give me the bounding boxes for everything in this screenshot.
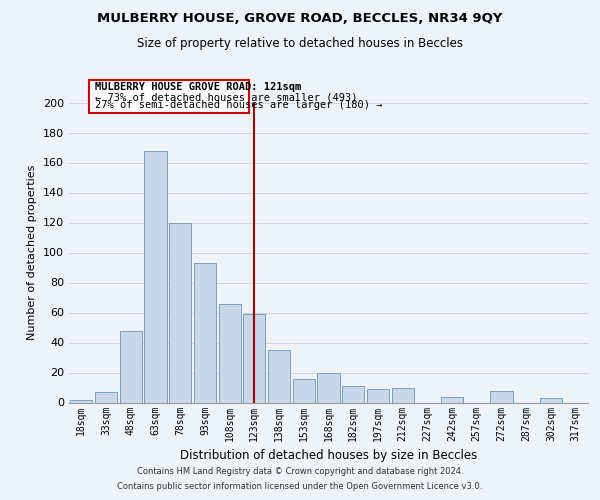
Bar [119, 330, 142, 402]
Bar [342, 386, 364, 402]
Bar [70, 400, 92, 402]
Bar [367, 389, 389, 402]
Bar [392, 388, 414, 402]
Bar [293, 378, 315, 402]
Y-axis label: Number of detached properties: Number of detached properties [28, 165, 37, 340]
Bar [169, 222, 191, 402]
Bar [194, 263, 216, 402]
Text: Size of property relative to detached houses in Beccles: Size of property relative to detached ho… [137, 38, 463, 51]
Bar [540, 398, 562, 402]
Bar [490, 390, 512, 402]
Bar [268, 350, 290, 403]
Text: 27% of semi-detached houses are larger (180) →: 27% of semi-detached houses are larger (… [95, 100, 382, 110]
Bar [243, 314, 265, 402]
Text: Contains public sector information licensed under the Open Government Licence v3: Contains public sector information licen… [118, 482, 482, 491]
Bar [441, 396, 463, 402]
Bar [218, 304, 241, 402]
Text: Contains HM Land Registry data © Crown copyright and database right 2024.: Contains HM Land Registry data © Crown c… [137, 467, 463, 476]
Text: ← 73% of detached houses are smaller (493): ← 73% of detached houses are smaller (49… [95, 92, 358, 102]
Text: MULBERRY HOUSE, GROVE ROAD, BECCLES, NR34 9QY: MULBERRY HOUSE, GROVE ROAD, BECCLES, NR3… [97, 12, 503, 26]
FancyBboxPatch shape [89, 80, 250, 113]
Bar [95, 392, 117, 402]
Bar [145, 150, 167, 402]
X-axis label: Distribution of detached houses by size in Beccles: Distribution of detached houses by size … [180, 449, 477, 462]
Text: MULBERRY HOUSE GROVE ROAD: 121sqm: MULBERRY HOUSE GROVE ROAD: 121sqm [95, 82, 301, 92]
Bar [317, 372, 340, 402]
